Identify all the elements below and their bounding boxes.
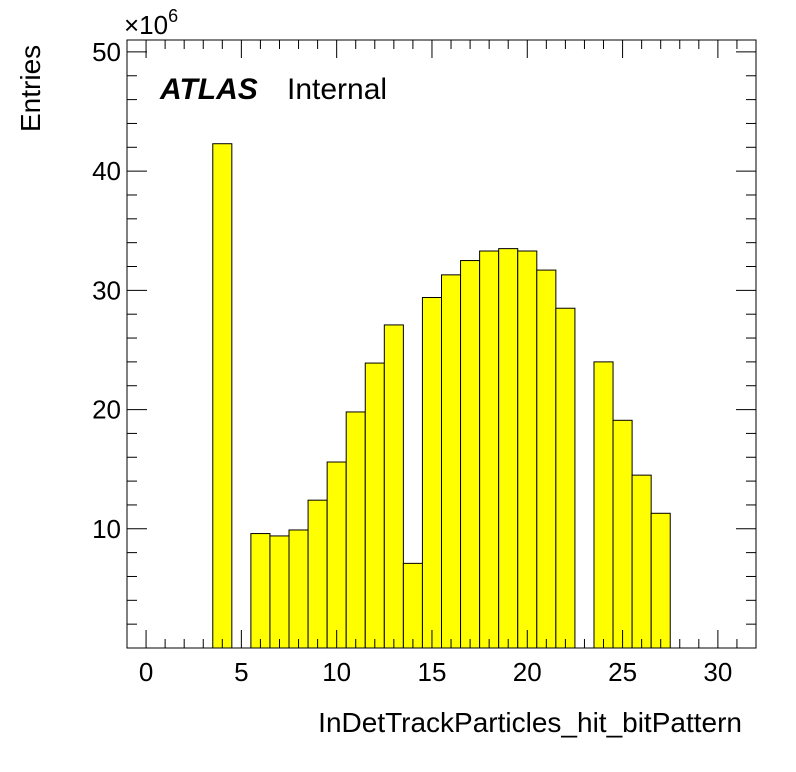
histogram-bin-22	[555, 307, 576, 649]
histogram-bin-8	[288, 529, 309, 649]
histogram-bin-20	[517, 250, 538, 649]
histogram-bin-15	[421, 297, 442, 649]
x-tick-label-20: 20	[513, 657, 542, 687]
y-multiplier-label: ×106	[124, 6, 178, 40]
y-tick-label-20: 20	[92, 395, 121, 425]
atlas-label: ATLAS	[159, 73, 258, 106]
y-tick-label-10: 10	[92, 514, 121, 544]
histogram-bin-25	[612, 419, 633, 649]
x-tick-label-0: 0	[139, 657, 153, 687]
histogram-bin-18	[479, 250, 500, 649]
histogram-bin-17	[460, 260, 481, 649]
histogram-bin-19	[498, 248, 519, 649]
internal-label: Internal	[287, 73, 387, 106]
histogram-bin-7	[269, 535, 290, 649]
histogram-bin-4	[212, 143, 233, 649]
axis-ticks	[127, 40, 756, 648]
y-axis-title: Entries	[15, 45, 46, 132]
histogram-bin-27	[650, 512, 671, 649]
x-tick-label-15: 15	[418, 657, 447, 687]
plot-frame	[126, 39, 757, 649]
x-tick-label-30: 30	[703, 657, 732, 687]
histogram-bars	[212, 143, 671, 649]
histogram-bin-12	[364, 362, 385, 649]
histogram-bin-24	[593, 361, 614, 649]
x-tick-label-10: 10	[322, 657, 351, 687]
histogram-bin-14	[402, 562, 423, 649]
x-tick-label-25: 25	[608, 657, 637, 687]
histogram-bin-26	[631, 474, 652, 649]
axis-tick-labels: 0 5 10 15 20 25 30 10 20 30 40 50	[92, 37, 732, 687]
histogram-bin-9	[307, 499, 328, 649]
histogram-bin-13	[383, 324, 404, 649]
histogram-bin-6	[250, 533, 271, 649]
y-tick-label-30: 30	[92, 275, 121, 305]
x-axis-title: InDetTrackParticles_hit_bitPattern	[318, 707, 742, 738]
histogram-bin-10	[326, 461, 347, 649]
histogram-bin-11	[345, 411, 366, 649]
y-tick-label-50: 50	[92, 37, 121, 67]
histogram-bin-16	[441, 274, 462, 649]
y-tick-label-40: 40	[92, 156, 121, 186]
histogram-bin-21	[536, 269, 557, 649]
x-tick-label-5: 5	[234, 657, 248, 687]
